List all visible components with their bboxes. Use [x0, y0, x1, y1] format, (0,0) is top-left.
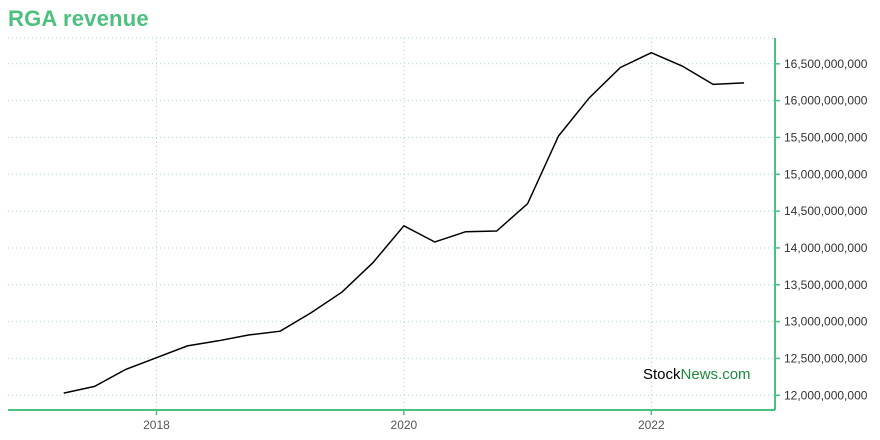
axes	[8, 38, 776, 411]
x-tick-labels: 2018 2020 2022	[143, 418, 665, 432]
chart-title: RGA revenue	[8, 6, 149, 31]
y-tick-label: 13,500,000,000	[784, 278, 868, 292]
y-tick-label: 14,500,000,000	[784, 204, 868, 218]
x-tick-label: 2018	[143, 418, 170, 432]
y-tick-label: 14,000,000,000	[784, 241, 868, 255]
y-tick-labels: 12,000,000,000 12,500,000,000 13,000,000,0…	[784, 57, 868, 402]
y-tick-label: 12,000,000,000	[784, 388, 868, 402]
x-tick-label: 2022	[638, 418, 665, 432]
y-tick-label: 13,000,000,000	[784, 315, 868, 329]
y-tick-label: 16,500,000,000	[784, 57, 868, 71]
grid-lines	[8, 37, 780, 415]
y-tick-label: 15,000,000,000	[784, 167, 868, 181]
series	[63, 51, 745, 394]
y-tick-label: 12,500,000,000	[784, 351, 868, 365]
x-tick-label: 2020	[391, 418, 418, 432]
y-tick-label: 16,000,000,000	[784, 94, 868, 108]
watermark: StockNews.com	[643, 366, 751, 383]
watermark-part2: News.com	[681, 366, 751, 383]
y-tick-label: 15,500,000,000	[784, 130, 868, 144]
watermark-part1: Stock	[643, 366, 681, 383]
series-line	[63, 51, 745, 394]
